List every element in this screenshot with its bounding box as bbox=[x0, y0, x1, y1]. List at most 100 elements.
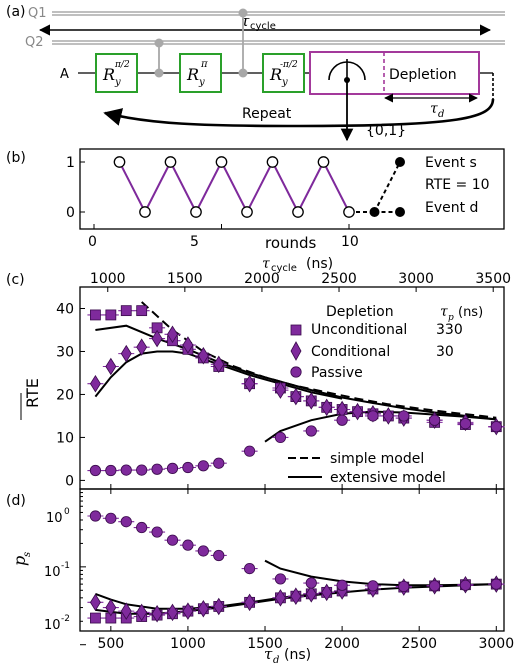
panel-d-ylabel: p bbox=[10, 556, 29, 566]
panel-c-legend: Depletion τ p (ns) Unconditional 330 Con… bbox=[288, 304, 483, 486]
point-passive bbox=[429, 580, 441, 592]
panel-d-label: (d) bbox=[6, 493, 26, 509]
panel-d-xlabel: τ bbox=[264, 645, 273, 663]
panel-b-ytick-0: 0 bbox=[66, 205, 75, 221]
point-conditional bbox=[167, 603, 178, 622]
legend-diamond-marker bbox=[290, 341, 302, 361]
point-passive bbox=[166, 462, 179, 474]
cnot-q1-dot bbox=[238, 8, 248, 18]
point-conditional-30 bbox=[290, 387, 302, 406]
point-passive bbox=[213, 549, 225, 562]
point-conditional bbox=[151, 604, 163, 623]
panel-b-xtick-5: 5 bbox=[190, 234, 199, 250]
svg-text:y: y bbox=[114, 77, 121, 88]
point-passive bbox=[459, 579, 472, 591]
point-passive bbox=[429, 414, 441, 426]
point-conditional-30 bbox=[244, 374, 256, 393]
rounds-plot bbox=[93, 156, 405, 229]
panel-c-ytick-label: 20 bbox=[56, 387, 74, 403]
repeat-arrow bbox=[103, 98, 495, 128]
panel-a-label: (a) bbox=[6, 4, 26, 20]
round-point-11 bbox=[369, 207, 380, 217]
panel-b-frame bbox=[79, 148, 505, 230]
legend-header-depletion: Depletion bbox=[326, 304, 394, 320]
panel-c-ylabel: RTE bbox=[23, 378, 42, 408]
tau-cycle-subscript: cycle bbox=[250, 21, 276, 32]
repeat-label: Repeat bbox=[242, 106, 292, 122]
point-conditional bbox=[290, 587, 302, 605]
svg-text:y: y bbox=[281, 77, 288, 88]
point-conditional-30 bbox=[120, 344, 132, 363]
event-s-trajectory bbox=[373, 161, 401, 213]
point-passive bbox=[105, 464, 117, 477]
panel-d-ytick-1e0: 10 bbox=[46, 511, 63, 526]
point-passive bbox=[120, 516, 132, 528]
plot-c: 1000 1500 2000 2500 3000 3500 40 30 20 10 0 bbox=[56, 271, 511, 489]
point-passive bbox=[367, 580, 379, 592]
point-passive bbox=[213, 457, 225, 469]
point-conditional bbox=[197, 599, 209, 618]
point-conditional bbox=[305, 585, 317, 603]
round-point bbox=[113, 156, 126, 168]
legend-simple-model: simple model bbox=[330, 451, 424, 467]
top-axis-tick-label: 3500 bbox=[475, 271, 511, 287]
depletion-label: Depletion bbox=[389, 67, 457, 83]
point-passive bbox=[398, 580, 410, 593]
legend-unconditional: Unconditional bbox=[311, 322, 407, 338]
point-conditional-30 bbox=[167, 325, 178, 344]
point-passive bbox=[166, 534, 179, 546]
round-point bbox=[241, 206, 253, 218]
legend-square-marker bbox=[290, 324, 302, 336]
point-passive bbox=[459, 418, 472, 430]
panel-d-xtick-label: 2500 bbox=[401, 636, 437, 652]
top-axis-unit: (ns) bbox=[306, 256, 333, 272]
svg-text:-π/2: -π/2 bbox=[280, 60, 298, 70]
round-point bbox=[343, 206, 355, 218]
panel-d-xlabel-sub: d bbox=[273, 655, 279, 666]
panel-d-frame bbox=[79, 488, 505, 632]
legend-circle-marker bbox=[290, 366, 302, 378]
point-conditional bbox=[120, 602, 132, 620]
point-conditional-30 bbox=[89, 374, 101, 393]
point-passive bbox=[182, 539, 194, 551]
point-passive bbox=[244, 562, 256, 575]
panel-a: (a) Q1 Q2 A τ cycle R y π/2 bbox=[6, 4, 505, 142]
panel-c-ytick-label: 0 bbox=[65, 473, 74, 489]
panel-b-xtick-10: 10 bbox=[341, 234, 359, 250]
point-conditional-30 bbox=[136, 338, 148, 356]
top-axis-tick-label: 2500 bbox=[321, 271, 357, 287]
panel-b-xtick-0: 0 bbox=[88, 234, 97, 250]
point-passive bbox=[336, 579, 348, 591]
point-passive bbox=[151, 463, 163, 475]
legend-header-tau-sub: p bbox=[448, 313, 454, 323]
event-s-label: Event s bbox=[425, 155, 477, 171]
point-conditional bbox=[321, 583, 333, 602]
top-axis-tick-label: 1500 bbox=[167, 271, 203, 287]
legend-conditional-value: 30 bbox=[436, 344, 454, 360]
panel-b-label: (b) bbox=[6, 150, 26, 166]
point-conditional-30 bbox=[105, 357, 117, 376]
panel-b-ytick-1: 1 bbox=[66, 155, 75, 171]
point-conditional-30 bbox=[274, 381, 286, 399]
point-passive bbox=[274, 573, 287, 585]
rte-annotation: RTE = 10 bbox=[425, 177, 490, 193]
gate-ry-pi: R y π bbox=[179, 53, 222, 93]
svg-text:-1: -1 bbox=[61, 561, 70, 571]
point-conditional bbox=[274, 589, 286, 607]
point-passive bbox=[105, 512, 117, 524]
point-conditional-30 bbox=[213, 355, 225, 374]
top-axis-tick-label: 3000 bbox=[398, 271, 434, 287]
point-conditional-30 bbox=[305, 392, 317, 410]
point-passive bbox=[490, 578, 502, 590]
svg-text:R: R bbox=[186, 65, 199, 84]
svg-text:π: π bbox=[200, 59, 208, 70]
point-passive bbox=[305, 425, 317, 437]
svg-text:-2: -2 bbox=[61, 614, 70, 624]
panel-d-xlabel-unit: (ns) bbox=[284, 647, 311, 663]
point-conditional bbox=[105, 598, 117, 617]
svg-text:R: R bbox=[102, 65, 115, 84]
point-passive bbox=[89, 464, 102, 477]
legend-unconditional-value: 330 bbox=[436, 322, 463, 338]
point-conditional-30 bbox=[182, 336, 194, 354]
